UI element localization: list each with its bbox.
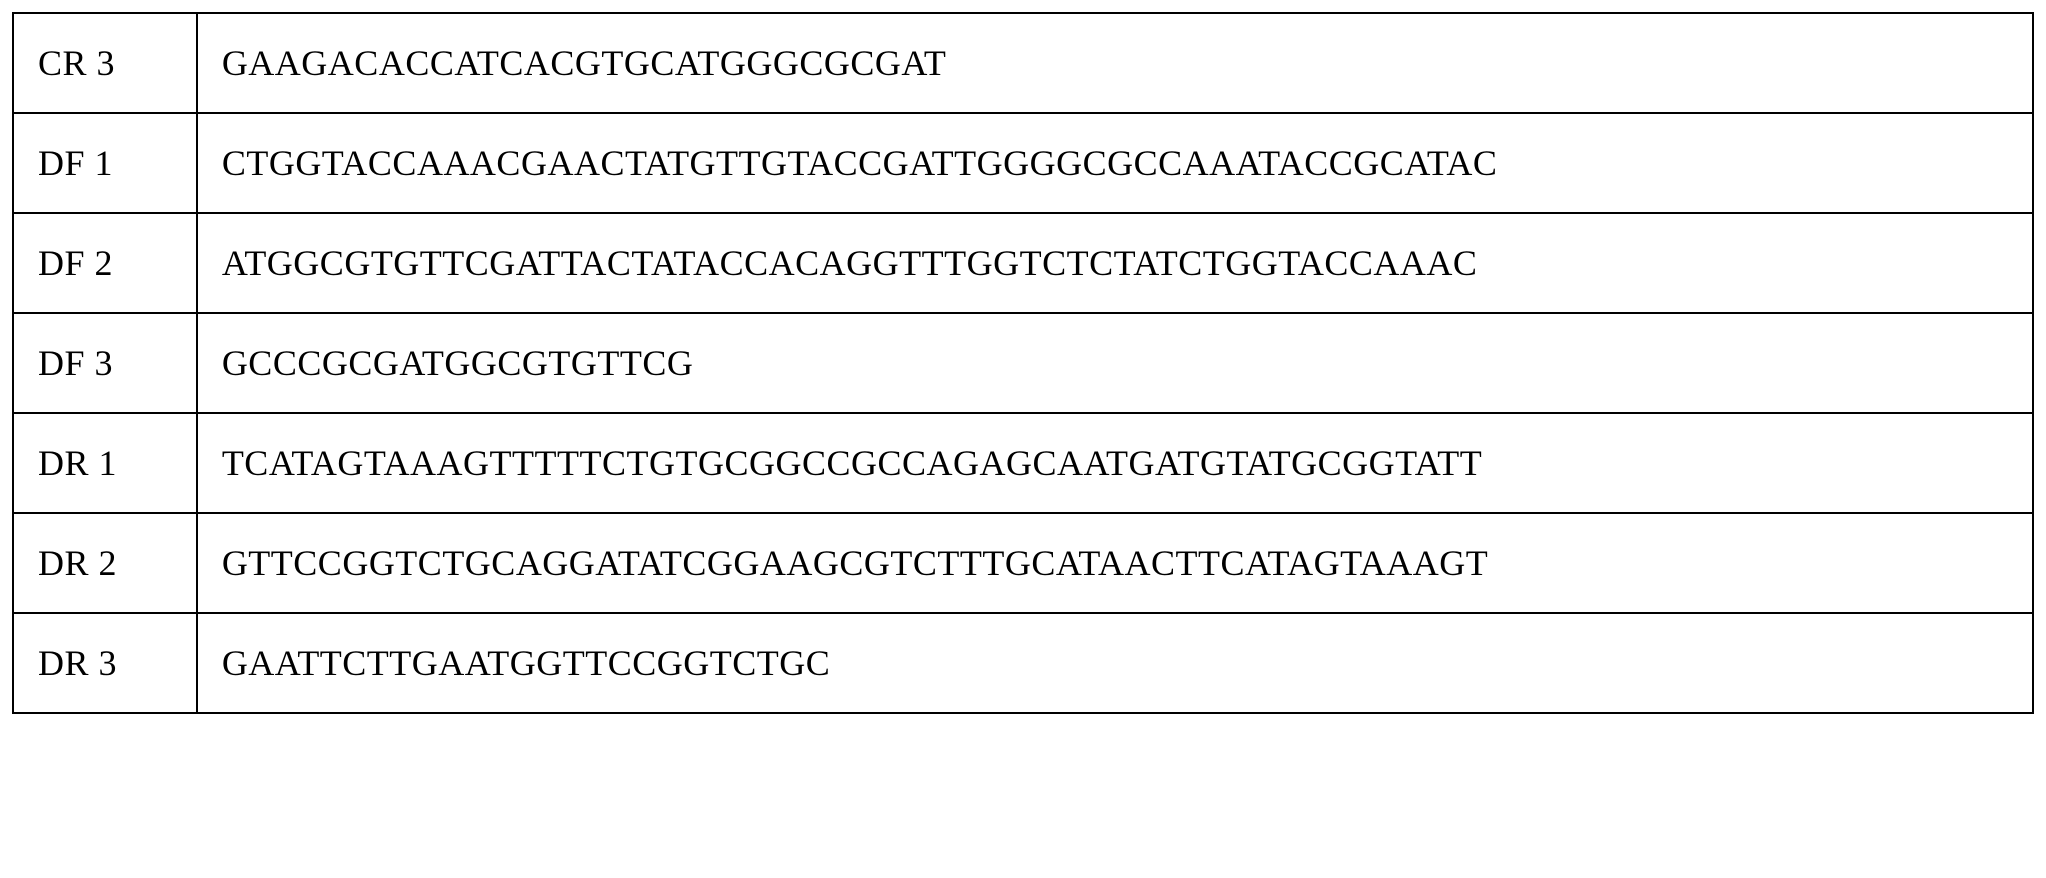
row-label: CR 3 <box>13 13 197 113</box>
row-sequence: ATGGCGTGTTCGATTACTATACCACAGGTTTGGTCTCTAT… <box>197 213 2033 313</box>
table-row: DR 2 GTTCCGGTCTGCAGGATATCGGAAGCGTCTTTGCA… <box>13 513 2033 613</box>
row-label: DR 2 <box>13 513 197 613</box>
table-row: DF 3 GCCCGCGATGGCGTGTTCG <box>13 313 2033 413</box>
row-sequence: GTTCCGGTCTGCAGGATATCGGAAGCGTCTTTGCATAACT… <box>197 513 2033 613</box>
row-label: DR 3 <box>13 613 197 713</box>
table-row: CR 3 GAAGACACCATCACGTGCATGGGCGCGAT <box>13 13 2033 113</box>
table-row: DF 2 ATGGCGTGTTCGATTACTATACCACAGGTTTGGTC… <box>13 213 2033 313</box>
table-row: DF 1 CTGGTACCAAACGAACTATGTTGTACCGATTGGGG… <box>13 113 2033 213</box>
row-sequence: GCCCGCGATGGCGTGTTCG <box>197 313 2033 413</box>
table-row: DR 3 GAATTCTTGAATGGTTCCGGTCTGC <box>13 613 2033 713</box>
row-sequence: GAAGACACCATCACGTGCATGGGCGCGAT <box>197 13 2033 113</box>
row-label: DF 3 <box>13 313 197 413</box>
row-sequence: CTGGTACCAAACGAACTATGTTGTACCGATTGGGGCGCCA… <box>197 113 2033 213</box>
row-sequence: TCATAGTAAAGTTTTTCTGTGCGGCCGCCAGAGCAATGAT… <box>197 413 2033 513</box>
row-label: DR 1 <box>13 413 197 513</box>
sequence-table-body: CR 3 GAAGACACCATCACGTGCATGGGCGCGAT DF 1 … <box>13 13 2033 713</box>
table-row: DR 1 TCATAGTAAAGTTTTTCTGTGCGGCCGCCAGAGCA… <box>13 413 2033 513</box>
row-label: DF 1 <box>13 113 197 213</box>
sequence-table: CR 3 GAAGACACCATCACGTGCATGGGCGCGAT DF 1 … <box>12 12 2034 714</box>
row-label: DF 2 <box>13 213 197 313</box>
row-sequence: GAATTCTTGAATGGTTCCGGTCTGC <box>197 613 2033 713</box>
